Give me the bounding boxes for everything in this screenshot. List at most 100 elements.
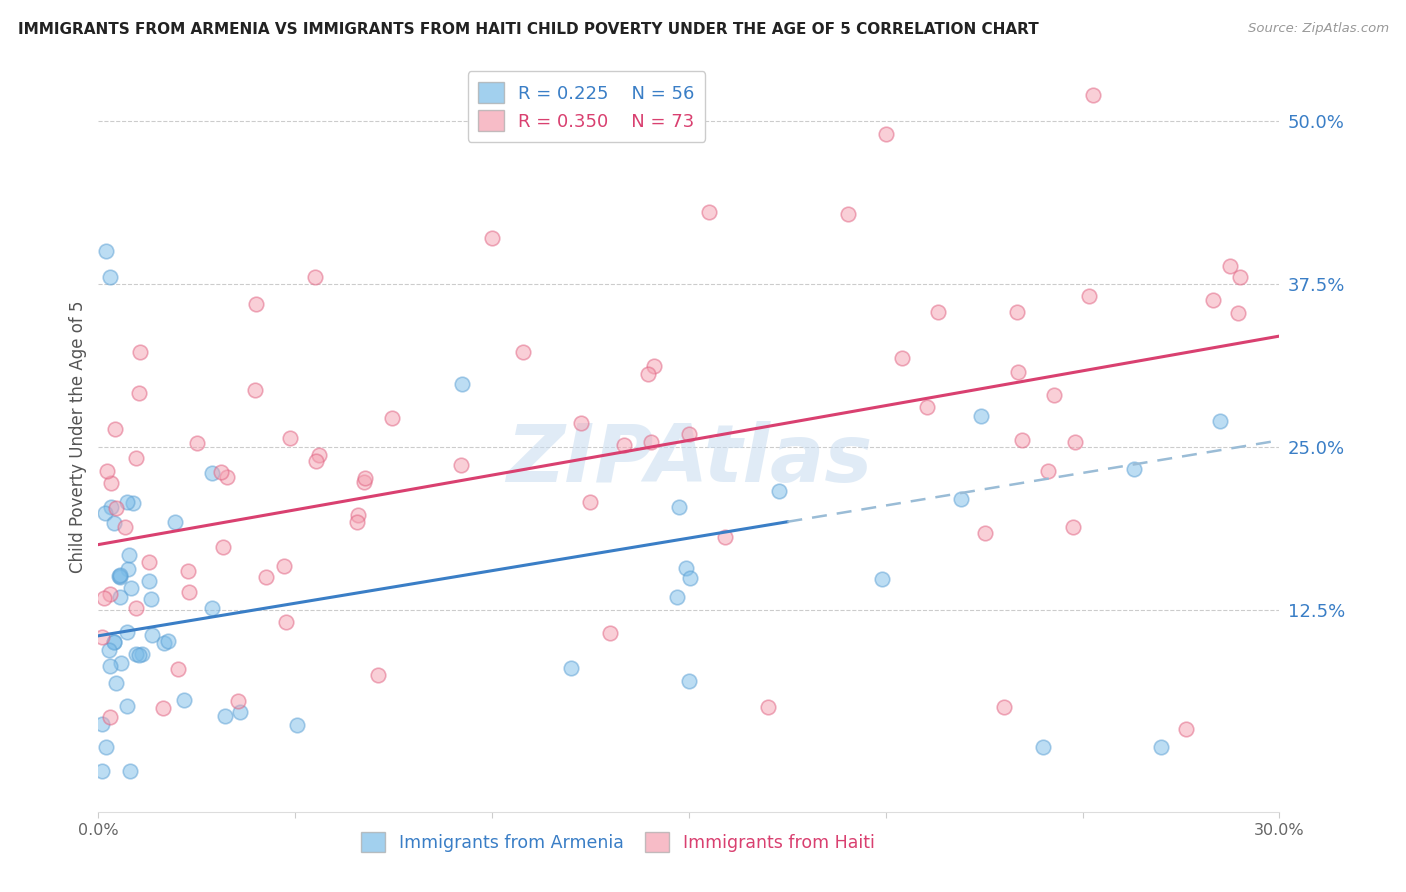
Point [138, 555, 160, 569]
Point [105, 676, 128, 690]
Point [347, 508, 370, 523]
Point [1007, 365, 1029, 379]
Point [273, 559, 295, 574]
Point [212, 540, 235, 554]
Point [120, 581, 142, 595]
Point [512, 345, 534, 359]
Point [105, 501, 128, 516]
Point [560, 661, 582, 675]
Point [173, 693, 195, 707]
Point [1209, 414, 1232, 428]
Point [1083, 88, 1105, 103]
Point [974, 526, 997, 541]
Point [713, 530, 735, 544]
Point [353, 471, 375, 485]
Point [96, 739, 118, 754]
Point [103, 634, 125, 648]
Point [243, 384, 266, 398]
Point [278, 431, 301, 445]
Point [1226, 306, 1249, 320]
Point [274, 615, 297, 629]
Point [98, 659, 121, 673]
Point [927, 304, 949, 318]
Point [117, 625, 139, 640]
Point [678, 426, 700, 441]
Point [128, 648, 150, 662]
Point [201, 600, 224, 615]
Point [186, 436, 208, 450]
Point [108, 590, 131, 604]
Point [675, 560, 697, 574]
Point [138, 574, 160, 588]
Point [214, 709, 236, 723]
Point [118, 548, 141, 562]
Point [94, 506, 117, 520]
Point [110, 567, 132, 582]
Point [668, 500, 690, 514]
Point [1219, 259, 1241, 273]
Point [201, 466, 224, 480]
Point [993, 700, 1015, 714]
Y-axis label: Child Poverty Under the Age of 5: Child Poverty Under the Age of 5 [69, 301, 87, 574]
Point [114, 520, 136, 534]
Point [305, 454, 328, 468]
Point [115, 494, 138, 508]
Point [100, 476, 122, 491]
Point [346, 515, 368, 529]
Point [697, 205, 720, 219]
Point [96, 464, 118, 478]
Point [640, 435, 662, 450]
Point [122, 496, 145, 510]
Point [890, 351, 912, 365]
Point [451, 377, 474, 392]
Point [569, 416, 592, 430]
Point [380, 411, 402, 425]
Point [98, 710, 121, 724]
Text: IMMIGRANTS FROM ARMENIA VS IMMIGRANTS FROM HAITI CHILD POVERTY UNDER THE AGE OF : IMMIGRANTS FROM ARMENIA VS IMMIGRANTS FR… [18, 22, 1039, 37]
Point [643, 359, 665, 374]
Point [308, 448, 330, 462]
Point [103, 635, 125, 649]
Point [875, 127, 897, 141]
Point [353, 475, 375, 489]
Point [1036, 464, 1059, 478]
Point [153, 636, 176, 650]
Point [108, 568, 131, 582]
Point [1005, 305, 1028, 319]
Point [1032, 739, 1054, 754]
Point [1175, 722, 1198, 736]
Point [98, 643, 121, 657]
Point [768, 484, 790, 499]
Point [177, 564, 200, 578]
Point [166, 661, 188, 675]
Text: ZIPAtlas: ZIPAtlas [506, 420, 872, 499]
Point [637, 368, 659, 382]
Point [599, 626, 621, 640]
Point [125, 647, 148, 661]
Point [117, 561, 139, 575]
Point [110, 570, 132, 584]
Point [128, 385, 150, 400]
Point [1042, 388, 1064, 402]
Point [165, 515, 187, 529]
Point [98, 586, 121, 600]
Point [1229, 270, 1251, 285]
Point [917, 401, 939, 415]
Point [870, 572, 893, 586]
Point [110, 657, 132, 671]
Point [1078, 289, 1101, 303]
Legend: Immigrants from Armenia, Immigrants from Haiti: Immigrants from Armenia, Immigrants from… [354, 825, 882, 859]
Point [304, 270, 326, 285]
Point [970, 409, 993, 424]
Point [179, 585, 201, 599]
Point [131, 647, 153, 661]
Point [98, 270, 121, 285]
Point [367, 668, 389, 682]
Point [1122, 462, 1144, 476]
Point [152, 701, 174, 715]
Point [481, 231, 503, 245]
Point [254, 570, 277, 584]
Point [949, 492, 972, 507]
Point [93, 591, 115, 606]
Text: Source: ZipAtlas.com: Source: ZipAtlas.com [1249, 22, 1389, 36]
